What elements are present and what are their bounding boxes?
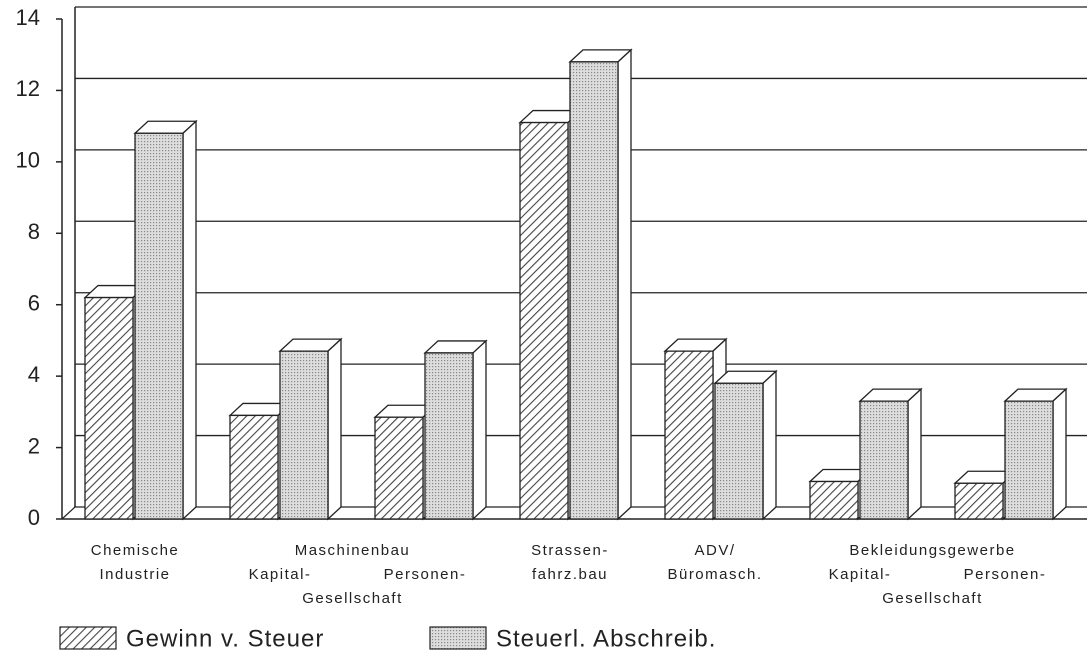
bar-front <box>859 400 909 520</box>
bar-front <box>1004 400 1054 520</box>
x-tick-label: fahrz.bau <box>532 566 608 583</box>
bar <box>1003 387 1068 521</box>
x-tick-label: Bekleidungsgewerbe <box>849 542 1015 559</box>
bar <box>713 369 778 521</box>
bar-side <box>1052 387 1067 521</box>
bar <box>133 119 198 521</box>
bar-front <box>519 121 569 520</box>
bar-front <box>714 382 764 520</box>
bar-front <box>374 416 424 520</box>
floor-edge <box>61 506 76 520</box>
x-tick-label: Personen- <box>384 566 467 583</box>
bar-front <box>229 414 279 520</box>
y-tick-label: 6 <box>28 291 40 316</box>
x-tick-label: Personen- <box>964 566 1047 583</box>
bar <box>278 337 343 521</box>
bar-front <box>134 132 184 520</box>
legend-swatch <box>59 626 117 650</box>
bar <box>568 48 633 521</box>
bar-front <box>424 352 474 520</box>
y-tick-label: 10 <box>16 148 40 173</box>
x-tick-label: Gesellschaft <box>302 590 403 607</box>
bar-front <box>569 61 619 520</box>
bar-side <box>907 387 922 521</box>
x-tick-label: Kapital- <box>829 566 892 583</box>
x-tick-label: Gesellschaft <box>882 590 983 607</box>
y-tick-label: 14 <box>16 5 40 30</box>
bar-side <box>617 48 632 521</box>
legend-swatch <box>429 626 487 650</box>
y-tick-label: 2 <box>28 433 40 458</box>
bar-side <box>182 119 197 521</box>
bar-front <box>664 350 714 520</box>
x-tick-label: ADV/ <box>694 542 735 559</box>
x-tick-label: Kapital- <box>249 566 312 583</box>
y-tick-label: 4 <box>28 362 40 387</box>
legend-item: Gewinn v. Steuer <box>59 625 324 652</box>
bar-side <box>472 339 487 521</box>
x-tick-label: Maschinenbau <box>295 542 411 559</box>
legend-item: Steuerl. Abschreib. <box>429 625 716 652</box>
bar-front <box>954 482 1004 520</box>
bar <box>858 387 923 521</box>
legend-label: Steuerl. Abschreib. <box>496 625 716 652</box>
y-tick-label: 12 <box>16 76 40 101</box>
bar <box>423 339 488 521</box>
x-tick-label: Büromasch. <box>667 566 762 583</box>
bar-side <box>327 337 342 521</box>
bar <box>953 469 1018 521</box>
x-tick-label: Industrie <box>99 566 170 583</box>
bar-front <box>84 296 134 520</box>
legend-label: Gewinn v. Steuer <box>126 625 324 652</box>
y-tick-label: 0 <box>28 505 40 530</box>
bar-front <box>279 350 329 520</box>
y-tick-label: 8 <box>28 219 40 244</box>
bar-front <box>809 480 859 520</box>
x-tick-label: Strassen- <box>531 542 609 559</box>
bar-side <box>762 369 777 521</box>
x-tick-label: Chemische <box>91 542 180 559</box>
